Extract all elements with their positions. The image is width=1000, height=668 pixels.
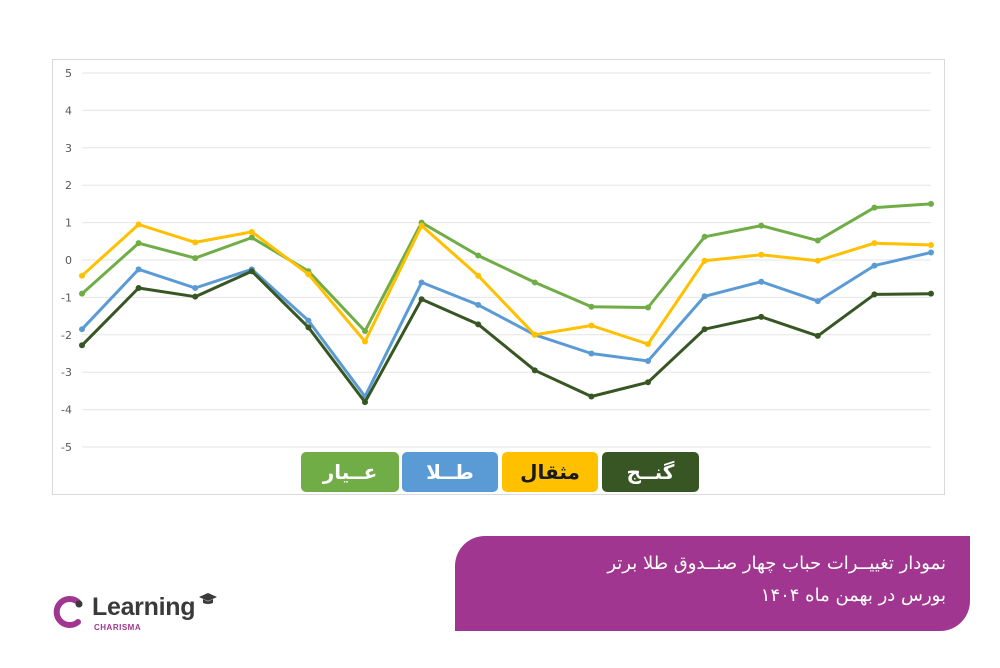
legend-label-ayar: عــیار xyxy=(322,460,378,484)
data-point xyxy=(475,301,482,308)
data-point xyxy=(701,233,708,240)
line-chart: 5 4 3 2 1 0 -1 -2 -3 -4 -5 xyxy=(61,67,934,454)
data-point xyxy=(588,303,595,310)
legend-item-mesghal: مثقال xyxy=(502,452,598,492)
data-point xyxy=(362,399,368,406)
legend-label-ganj: گنــج xyxy=(626,460,675,484)
data-point xyxy=(645,304,651,311)
data-point xyxy=(871,291,878,298)
data-point xyxy=(928,290,934,297)
data-point xyxy=(362,338,368,345)
data-point xyxy=(248,268,255,275)
data-point xyxy=(135,285,142,292)
data-point xyxy=(928,242,934,249)
series-line-0 xyxy=(81,202,932,333)
logo: Learning CHARISMA xyxy=(48,592,218,637)
data-point xyxy=(79,342,85,349)
caption-line-1: نمودار تغییــرات حباب چهار صنــدوق طلا ب… xyxy=(607,553,946,574)
data-point xyxy=(305,324,312,331)
series-line-1 xyxy=(80,251,932,398)
data-point xyxy=(475,272,482,279)
data-point xyxy=(645,357,651,364)
y-tick-label: -1 xyxy=(61,291,72,304)
data-point xyxy=(758,251,765,258)
data-point xyxy=(645,341,651,348)
data-point xyxy=(645,379,651,386)
data-point xyxy=(248,228,255,235)
data-point xyxy=(871,204,878,211)
data-point xyxy=(758,313,765,320)
data-point xyxy=(475,321,482,328)
data-point xyxy=(418,296,425,303)
data-point xyxy=(79,272,85,279)
data-point xyxy=(192,255,199,262)
y-tick-label: 0 xyxy=(65,254,72,267)
data-point xyxy=(814,257,821,264)
data-point xyxy=(362,328,368,335)
data-point xyxy=(814,237,821,244)
data-point xyxy=(531,279,538,286)
y-tick-label: -4 xyxy=(61,404,72,417)
y-tick-label: -2 xyxy=(61,329,72,342)
data-point xyxy=(248,234,255,241)
caption-line-2: بورس در بهمن ماه ۱۴۰۴ xyxy=(760,585,946,606)
logo-word: Learning xyxy=(92,593,196,621)
data-point xyxy=(928,249,934,256)
data-point xyxy=(701,293,708,300)
data-point xyxy=(305,317,312,324)
caption-box: نمودار تغییــرات حباب چهار صنــدوق طلا ب… xyxy=(455,536,970,631)
data-point xyxy=(305,271,312,278)
data-point xyxy=(928,200,934,207)
charisma-c-icon xyxy=(53,596,83,628)
series-line-3 xyxy=(80,269,932,404)
y-tick-label: 4 xyxy=(65,104,72,117)
legend-item-ganj: گنــج xyxy=(602,452,699,492)
data-point xyxy=(588,322,595,329)
data-point xyxy=(588,393,595,400)
data-point xyxy=(701,257,708,264)
legend-label-tala: طــلا xyxy=(426,460,474,484)
graduation-cap-icon xyxy=(199,593,217,604)
y-tick-label: -5 xyxy=(61,441,72,454)
data-point xyxy=(814,332,821,339)
series-line-2 xyxy=(80,223,932,346)
data-point xyxy=(192,293,199,300)
data-point xyxy=(758,222,765,229)
y-tick-label: 5 xyxy=(65,67,72,80)
legend-label-mesghal: مثقال xyxy=(520,460,580,484)
data-point xyxy=(871,240,878,247)
data-point xyxy=(531,367,538,374)
data-point xyxy=(79,326,85,333)
data-point xyxy=(758,278,765,285)
data-point xyxy=(418,279,425,286)
data-point xyxy=(588,350,595,357)
y-tick-label: -3 xyxy=(61,366,72,379)
data-point xyxy=(701,326,708,333)
legend-item-ayar: عــیار xyxy=(301,452,399,492)
legend-item-tala: طــلا xyxy=(402,452,498,492)
y-tick-label: 1 xyxy=(65,217,72,230)
data-point xyxy=(192,239,199,246)
logo-subtitle: CHARISMA xyxy=(94,623,142,632)
data-point xyxy=(475,252,482,259)
data-point xyxy=(135,240,142,247)
data-point xyxy=(531,331,538,338)
y-tick-label: 3 xyxy=(65,142,72,155)
data-point xyxy=(418,222,425,229)
data-point xyxy=(135,266,142,273)
data-point xyxy=(79,290,85,297)
chart-frame: 5 4 3 2 1 0 -1 -2 -3 -4 -5 xyxy=(52,59,945,495)
data-point xyxy=(814,298,821,305)
data-point xyxy=(135,221,142,228)
data-point xyxy=(192,285,199,292)
y-tick-label: 2 xyxy=(65,179,72,192)
data-point xyxy=(871,262,878,269)
